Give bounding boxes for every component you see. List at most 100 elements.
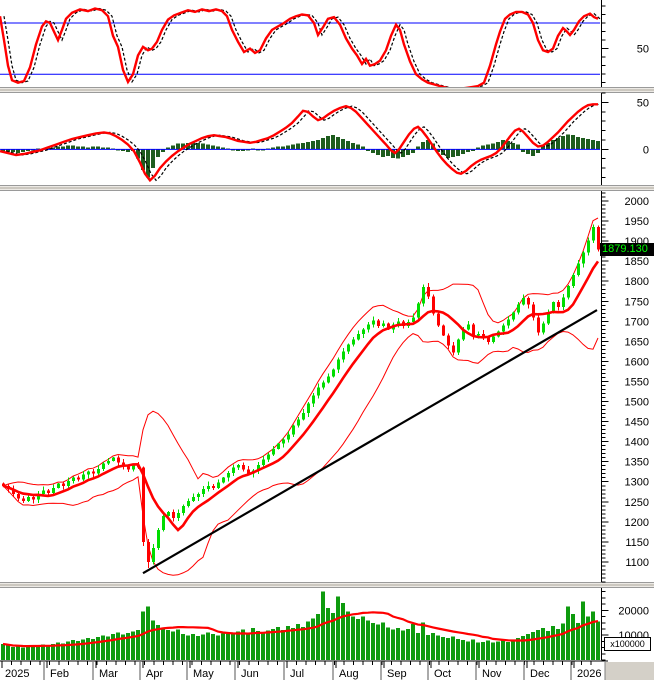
candle-body xyxy=(362,329,365,335)
x-axis-month-label: Apr xyxy=(146,668,163,680)
candle-body xyxy=(32,496,35,500)
histogram-bar xyxy=(326,136,330,150)
volume-bar xyxy=(586,616,590,660)
candle-body xyxy=(307,403,310,413)
candle-body xyxy=(277,443,280,449)
histogram-bar xyxy=(486,144,490,150)
histogram-bar xyxy=(96,146,100,150)
histogram-bar xyxy=(221,147,225,150)
histogram-bar xyxy=(126,149,130,153)
candle-body xyxy=(87,471,90,475)
volume-bar xyxy=(571,614,575,660)
candle-body xyxy=(582,252,585,264)
volume-bar xyxy=(581,601,585,660)
volume-bar xyxy=(281,630,285,660)
volume-bar xyxy=(311,618,315,660)
volume-bar xyxy=(376,624,380,660)
y-axis-tick-label: 0 xyxy=(643,144,649,156)
volume-bar xyxy=(31,645,35,660)
histogram-bar xyxy=(66,145,70,150)
candle-body xyxy=(547,312,550,324)
candle-body xyxy=(312,395,315,404)
candle-body xyxy=(142,467,145,542)
histogram-bar xyxy=(61,146,65,150)
histogram-bar xyxy=(306,141,310,150)
candle-body xyxy=(47,490,50,493)
histogram-bar xyxy=(391,149,395,158)
y-axis-tick-label: 50 xyxy=(637,97,649,109)
candle-body xyxy=(202,488,205,494)
oscillator-histogram xyxy=(1,134,600,178)
volume-bar xyxy=(371,622,375,660)
histogram-bar xyxy=(526,149,530,155)
histogram-bar xyxy=(191,141,195,150)
volume-bar xyxy=(251,628,255,660)
candle-body xyxy=(417,303,420,318)
volume-bar xyxy=(496,641,500,660)
candle-body xyxy=(477,334,480,336)
volume-bar xyxy=(381,622,385,660)
y-axis-tick-label: 1250 xyxy=(625,497,649,509)
volume-bar xyxy=(456,639,460,660)
histogram-bar xyxy=(556,138,560,150)
y-axis-tick-label: 1950 xyxy=(625,216,649,228)
volume-bar xyxy=(541,628,545,660)
candle-body xyxy=(367,324,370,330)
histogram-bar xyxy=(446,149,450,158)
candle-body xyxy=(92,471,95,474)
volume-bar xyxy=(326,607,330,660)
volume-moving-average xyxy=(2,611,599,648)
volume-bar xyxy=(481,642,485,660)
histogram-bar xyxy=(81,146,85,150)
volume-bar xyxy=(156,625,160,660)
volume-bar xyxy=(526,634,530,660)
volume-bar xyxy=(36,646,40,660)
x-axis-month-label: Aug xyxy=(339,668,359,680)
x-axis-month-label: Dec xyxy=(530,668,550,680)
price-panel xyxy=(2,217,600,576)
histogram-bar xyxy=(1,149,5,152)
volume-bar xyxy=(266,630,270,660)
histogram-bar xyxy=(491,143,495,150)
histogram-bar xyxy=(536,149,540,154)
y-axis-tick-label: 1750 xyxy=(625,296,649,308)
histogram-bar xyxy=(316,139,320,150)
candle-body xyxy=(467,324,470,330)
volume-bar xyxy=(346,611,350,660)
volume-bar xyxy=(206,632,210,660)
candle-body xyxy=(552,302,555,313)
histogram-bar xyxy=(476,147,480,150)
candle-body xyxy=(157,529,160,548)
volume-bar xyxy=(51,644,55,660)
histogram-bar xyxy=(156,149,160,157)
volume-bar xyxy=(1,643,5,660)
volume-bar xyxy=(46,645,50,660)
candle-body xyxy=(127,466,130,470)
volume-bar xyxy=(226,632,230,660)
x-axis-month-label: May xyxy=(193,668,214,680)
histogram-bar xyxy=(106,147,110,150)
candle-body xyxy=(512,312,515,320)
histogram-bar xyxy=(361,146,365,150)
histogram-bar xyxy=(471,149,475,152)
candle-body xyxy=(52,487,55,493)
volume-panel xyxy=(1,591,600,660)
histogram-bar xyxy=(436,149,440,153)
volume-bar xyxy=(576,622,580,660)
candle-body xyxy=(462,329,465,340)
candle-body xyxy=(17,493,20,499)
candle-body xyxy=(97,468,100,474)
volume-bar xyxy=(366,620,370,660)
bollinger-lower-band xyxy=(2,330,599,576)
candle-body xyxy=(487,337,490,343)
volume-bar xyxy=(241,629,245,660)
histogram-bar xyxy=(456,149,460,156)
volume-bar xyxy=(306,621,310,660)
histogram-bar xyxy=(136,149,140,159)
histogram-bar xyxy=(296,143,300,150)
volume-bar xyxy=(171,631,175,660)
histogram-bar xyxy=(371,149,375,154)
oscillator-main-line xyxy=(0,103,598,183)
candle-body xyxy=(527,298,530,305)
